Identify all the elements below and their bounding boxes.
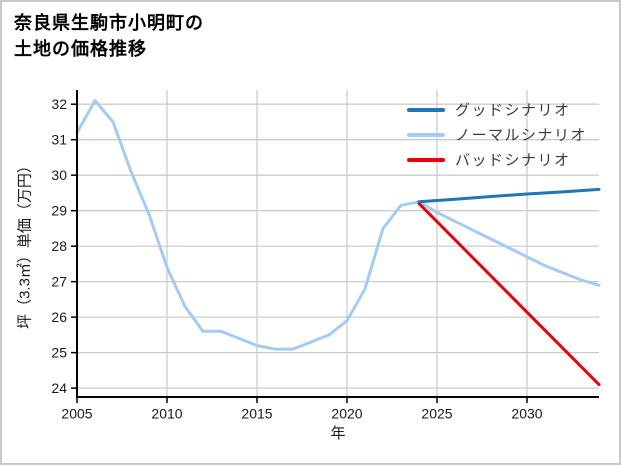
y-tick-label: 24	[51, 380, 67, 396]
x-tick-label: 2010	[151, 405, 182, 421]
x-tick-label: 2015	[241, 405, 272, 421]
y-tick-label: 28	[51, 238, 67, 254]
legend-line-bad-icon	[407, 157, 445, 162]
series-line-bad	[417, 202, 601, 387]
y-tick-label: 27	[51, 274, 67, 290]
legend-label-normal: ノーマルシナリオ	[455, 127, 588, 144]
legend-label-bad: バッドシナリオ	[455, 152, 571, 169]
legend-label-good: グッドシナリオ	[455, 102, 571, 119]
series-line-normal	[75, 99, 601, 351]
y-tick-label: 32	[51, 96, 67, 112]
legend-row-good: グッドシナリオ	[407, 97, 587, 122]
x-tick-label: 2025	[421, 405, 452, 421]
y-tick-label: 30	[51, 167, 67, 183]
legend-line-good-icon	[407, 107, 445, 112]
x-tick-label: 2020	[331, 405, 362, 421]
x-tick-label: 2005	[61, 405, 92, 421]
x-axis-label: 年	[330, 425, 346, 442]
x-tick-label: 2030	[511, 405, 542, 421]
y-tick-label: 31	[51, 132, 67, 148]
y-tick-label: 29	[51, 203, 67, 219]
legend-row-normal: ノーマルシナリオ	[407, 122, 587, 147]
series-line-good	[417, 187, 601, 204]
chart-title: 奈良県生駒市小明町の 土地の価格推移	[14, 13, 204, 60]
y-tick-label: 26	[51, 309, 67, 325]
y-tick-label: 25	[51, 345, 67, 361]
y-axis-label: 坪（3.3㎡）単価（万円）	[16, 158, 34, 329]
legend-line-normal-icon	[407, 132, 445, 137]
legend: グッドシナリオ ノーマルシナリオ バッドシナリオ	[407, 97, 587, 172]
legend-row-bad: バッドシナリオ	[407, 147, 587, 172]
